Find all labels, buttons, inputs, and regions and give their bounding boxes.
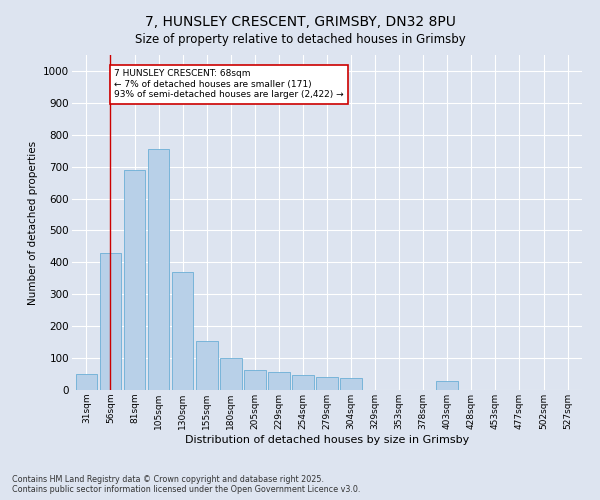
- Bar: [196, 340, 218, 390]
- Y-axis label: Number of detached properties: Number of detached properties: [28, 140, 38, 304]
- Bar: [76, 374, 97, 390]
- Bar: [436, 381, 458, 390]
- Bar: [220, 358, 242, 390]
- Bar: [244, 370, 266, 390]
- Bar: [316, 377, 338, 390]
- X-axis label: Distribution of detached houses by size in Grimsby: Distribution of detached houses by size …: [185, 434, 469, 444]
- Bar: [268, 372, 290, 390]
- Bar: [100, 253, 121, 390]
- Text: Size of property relative to detached houses in Grimsby: Size of property relative to detached ho…: [134, 32, 466, 46]
- Text: Contains HM Land Registry data © Crown copyright and database right 2025.
Contai: Contains HM Land Registry data © Crown c…: [12, 474, 361, 494]
- Bar: [148, 149, 169, 390]
- Bar: [172, 272, 193, 390]
- Bar: [124, 170, 145, 390]
- Text: 7, HUNSLEY CRESCENT, GRIMSBY, DN32 8PU: 7, HUNSLEY CRESCENT, GRIMSBY, DN32 8PU: [145, 15, 455, 29]
- Bar: [292, 374, 314, 390]
- Bar: [340, 378, 362, 390]
- Text: 7 HUNSLEY CRESCENT: 68sqm
← 7% of detached houses are smaller (171)
93% of semi-: 7 HUNSLEY CRESCENT: 68sqm ← 7% of detach…: [114, 70, 344, 99]
